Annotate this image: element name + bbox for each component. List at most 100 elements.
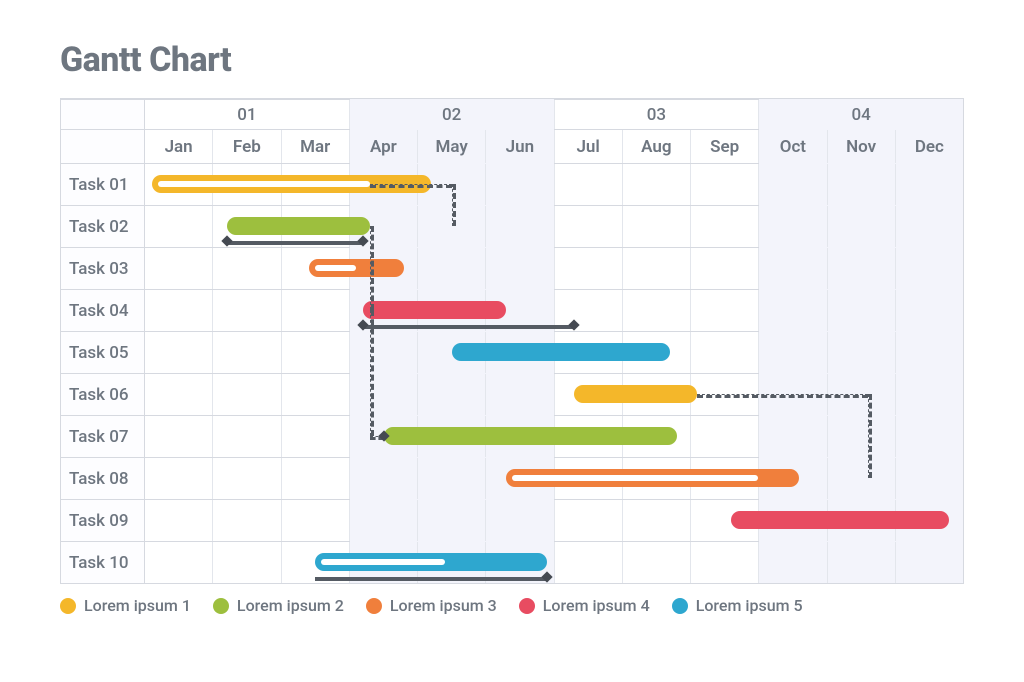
- grid-cell: [145, 164, 212, 205]
- grid-cell: [417, 206, 485, 247]
- grid-cell: [690, 332, 758, 373]
- grid-cell: [485, 206, 553, 247]
- month-header: Jun: [485, 130, 553, 163]
- month-header: Dec: [895, 130, 963, 163]
- grid-cell: [281, 290, 349, 331]
- legend-label: Lorem ipsum 2: [237, 596, 344, 615]
- header-row-months: JanFebMarAprMayJunJulAugSepOctNovDec: [61, 129, 963, 163]
- grid-cell: [554, 458, 622, 499]
- table-row: Task 06: [61, 373, 963, 415]
- grid-cell: [690, 290, 758, 331]
- grid-cell: [281, 332, 349, 373]
- grid-cell: [690, 164, 758, 205]
- grid-cell: [554, 374, 622, 415]
- grid-cell: [485, 458, 553, 499]
- label-cell-empty: [61, 100, 145, 129]
- grid-cell: [417, 248, 485, 289]
- grid-cell: [417, 164, 485, 205]
- grid-cell: [622, 542, 690, 583]
- grid-cell: [758, 290, 826, 331]
- grid-cell: [212, 458, 280, 499]
- grid-cell: [281, 206, 349, 247]
- grid-cell: [485, 290, 553, 331]
- legend: Lorem ipsum 1 Lorem ipsum 2 Lorem ipsum 3 L…: [60, 596, 964, 615]
- grid-cell: [554, 542, 622, 583]
- grid-cell: [895, 500, 963, 541]
- grid-cell: [145, 248, 212, 289]
- table-row: Task 05: [61, 331, 963, 373]
- grid-cell: [827, 500, 895, 541]
- legend-swatch: [672, 598, 688, 614]
- legend-item: Lorem ipsum 3: [366, 596, 497, 615]
- grid-cell: [281, 416, 349, 457]
- grid-cell: [417, 374, 485, 415]
- table-row: Task 09: [61, 499, 963, 541]
- grid-cell: [212, 290, 280, 331]
- month-header: Sep: [690, 130, 758, 163]
- grid-cell: [145, 458, 212, 499]
- legend-item: Lorem ipsum 2: [213, 596, 344, 615]
- grid-cell: [895, 290, 963, 331]
- grid-cell: [145, 332, 212, 373]
- legend-swatch: [519, 598, 535, 614]
- grid-cell: [622, 164, 690, 205]
- grid-cell: [758, 500, 826, 541]
- month-header: Apr: [349, 130, 417, 163]
- task-label: Task 02: [61, 206, 145, 247]
- grid-cell: [417, 332, 485, 373]
- task-label: Task 10: [61, 542, 145, 583]
- quarter-header: 04: [758, 100, 963, 129]
- table-row: Task 03: [61, 247, 963, 289]
- grid-cell: [690, 416, 758, 457]
- grid-cell: [349, 500, 417, 541]
- grid-cell: [281, 458, 349, 499]
- task-label: Task 06: [61, 374, 145, 415]
- table-row: Task 08: [61, 457, 963, 499]
- grid-cell: [758, 164, 826, 205]
- grid-cell: [417, 416, 485, 457]
- grid-cell: [212, 374, 280, 415]
- grid-cell: [690, 500, 758, 541]
- task-label: Task 09: [61, 500, 145, 541]
- grid-cell: [349, 542, 417, 583]
- table-row: Task 10: [61, 541, 963, 583]
- grid-cell: [349, 416, 417, 457]
- grid-cell: [349, 374, 417, 415]
- month-header: May: [417, 130, 485, 163]
- legend-item: Lorem ipsum 1: [60, 596, 191, 615]
- grid-cell: [281, 500, 349, 541]
- table-row: Task 02: [61, 205, 963, 247]
- legend-item: Lorem ipsum 5: [672, 596, 803, 615]
- grid-cell: [281, 248, 349, 289]
- grid-cell: [895, 458, 963, 499]
- grid-cell: [827, 164, 895, 205]
- grid-cell: [417, 458, 485, 499]
- grid-cell: [212, 542, 280, 583]
- grid-cell: [554, 416, 622, 457]
- grid-cell: [827, 248, 895, 289]
- grid-cell: [349, 164, 417, 205]
- grid-cell: [212, 248, 280, 289]
- gantt-chart: 01020304JanFebMarAprMayJunJulAugSepOctNo…: [60, 98, 964, 584]
- month-header: Jul: [554, 130, 622, 163]
- quarter-header: 02: [349, 100, 554, 129]
- month-header: Nov: [827, 130, 895, 163]
- grid-cell: [622, 458, 690, 499]
- grid-cell: [758, 416, 826, 457]
- legend-label: Lorem ipsum 3: [390, 596, 497, 615]
- page-title: Gantt Chart: [60, 40, 964, 80]
- grid-cell: [485, 332, 553, 373]
- grid-cell: [485, 500, 553, 541]
- header-row-quarters: 01020304: [61, 99, 963, 129]
- grid-cell: [690, 458, 758, 499]
- table-row: Task 01: [61, 163, 963, 205]
- grid-cell: [485, 542, 553, 583]
- grid-cell: [622, 248, 690, 289]
- grid-cell: [758, 332, 826, 373]
- grid-cell: [895, 374, 963, 415]
- grid-cell: [554, 500, 622, 541]
- grid-cell: [895, 332, 963, 373]
- grid-cell: [554, 290, 622, 331]
- grid-cell: [417, 542, 485, 583]
- legend-label: Lorem ipsum 4: [543, 596, 650, 615]
